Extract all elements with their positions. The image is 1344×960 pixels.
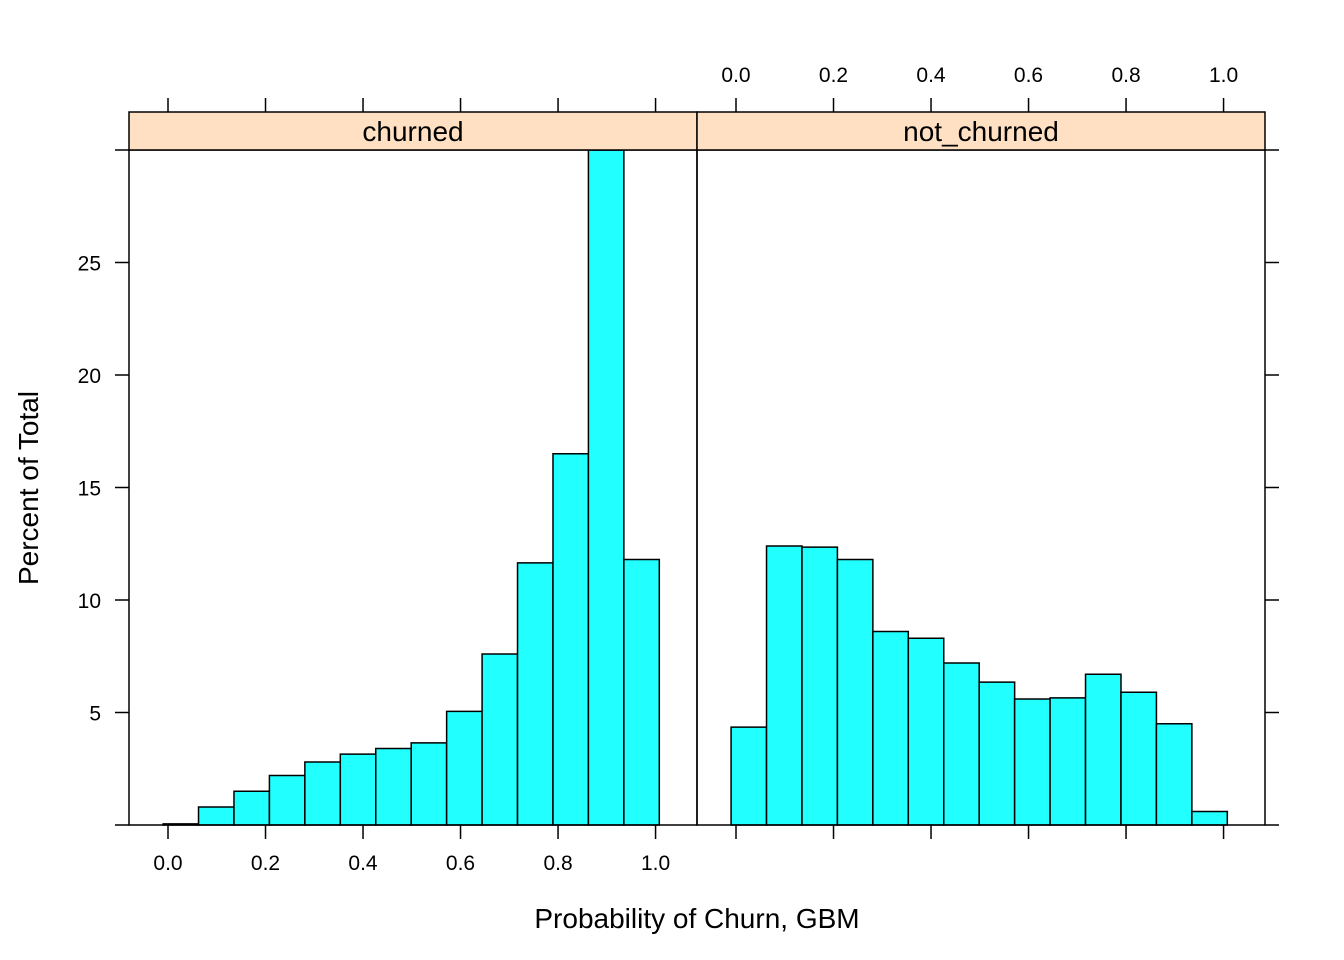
histogram-bar-churned-8 xyxy=(445,710,483,826)
histogram-bar-not_churned-2 xyxy=(801,546,839,826)
histogram-bar-not_churned-13 xyxy=(1191,810,1229,826)
strip-not_churned xyxy=(696,111,1266,151)
histogram-bar-churned-10 xyxy=(516,562,554,826)
histogram-bar-not_churned-3 xyxy=(836,558,874,826)
y-tick-label-4: 25 xyxy=(78,253,101,276)
x-tick-label-top-3: 0.6 xyxy=(1014,64,1043,87)
histogram-bar-churned-4 xyxy=(304,761,342,826)
histogram-bar-not_churned-12 xyxy=(1155,723,1193,826)
x-tick-label-top-5: 1.0 xyxy=(1209,64,1238,87)
x-tick-label-top-4: 0.8 xyxy=(1111,64,1140,87)
histogram-bar-churned-6 xyxy=(375,747,412,826)
x-tick-label-bottom-3: 0.6 xyxy=(446,852,475,875)
histogram-bar-not_churned-0 xyxy=(730,726,768,826)
histogram-bar-churned-13 xyxy=(623,558,661,826)
x-tick-label-top-2: 0.4 xyxy=(916,64,946,87)
x-tick-label-bottom-4: 0.8 xyxy=(543,852,572,875)
y-tick-label-2: 15 xyxy=(78,478,101,501)
histogram-bar-not_churned-6 xyxy=(943,662,980,826)
histogram-bar-churned-5 xyxy=(339,753,377,826)
histogram-bar-churned-7 xyxy=(410,742,448,826)
histogram-bar-not_churned-8 xyxy=(1013,698,1051,826)
strip-label-churned: churned xyxy=(362,116,463,147)
panels-group: churned not_churned 0.0 0.0 0.2 0.2 0.4 0.4 0.6 0… xyxy=(78,64,1279,875)
histogram-bar-churned-2 xyxy=(233,790,271,826)
x-tick-label-top-1: 0.2 xyxy=(819,64,848,87)
strip-label-not_churned: not_churned xyxy=(903,116,1059,147)
histogram-bar-not_churned-5 xyxy=(907,637,945,826)
histogram-bar-not_churned-11 xyxy=(1120,691,1158,826)
histogram-bar-churned-12 xyxy=(587,149,625,826)
histogram-bar-churned-11 xyxy=(552,453,590,826)
y-tick-label-1: 10 xyxy=(78,590,101,613)
strip-churned xyxy=(128,111,698,151)
histogram-bar-churned-1 xyxy=(197,806,235,826)
x-axis-label: Probability of Churn, GBM xyxy=(534,903,859,934)
histogram-bar-not_churned-10 xyxy=(1084,673,1122,826)
x-tick-label-bottom-0: 0.0 xyxy=(153,852,182,875)
y-tick-label-0: 5 xyxy=(89,703,101,726)
histogram-bar-churned-9 xyxy=(481,653,519,826)
y-axis-label: Percent of Total xyxy=(13,391,44,585)
x-tick-label-bottom-5: 1.0 xyxy=(641,852,670,875)
x-tick-label-bottom-2: 0.4 xyxy=(348,852,378,875)
histogram-bar-not_churned-1 xyxy=(765,545,803,826)
histogram-bar-not_churned-9 xyxy=(1049,697,1087,826)
histogram-bar-not_churned-4 xyxy=(872,630,910,826)
histogram-bar-not_churned-7 xyxy=(978,681,1016,826)
histogram-bar-churned-3 xyxy=(268,774,306,826)
y-tick-label-3: 20 xyxy=(78,365,101,388)
x-tick-label-top-0: 0.0 xyxy=(721,64,750,87)
x-tick-label-bottom-1: 0.2 xyxy=(251,852,280,875)
